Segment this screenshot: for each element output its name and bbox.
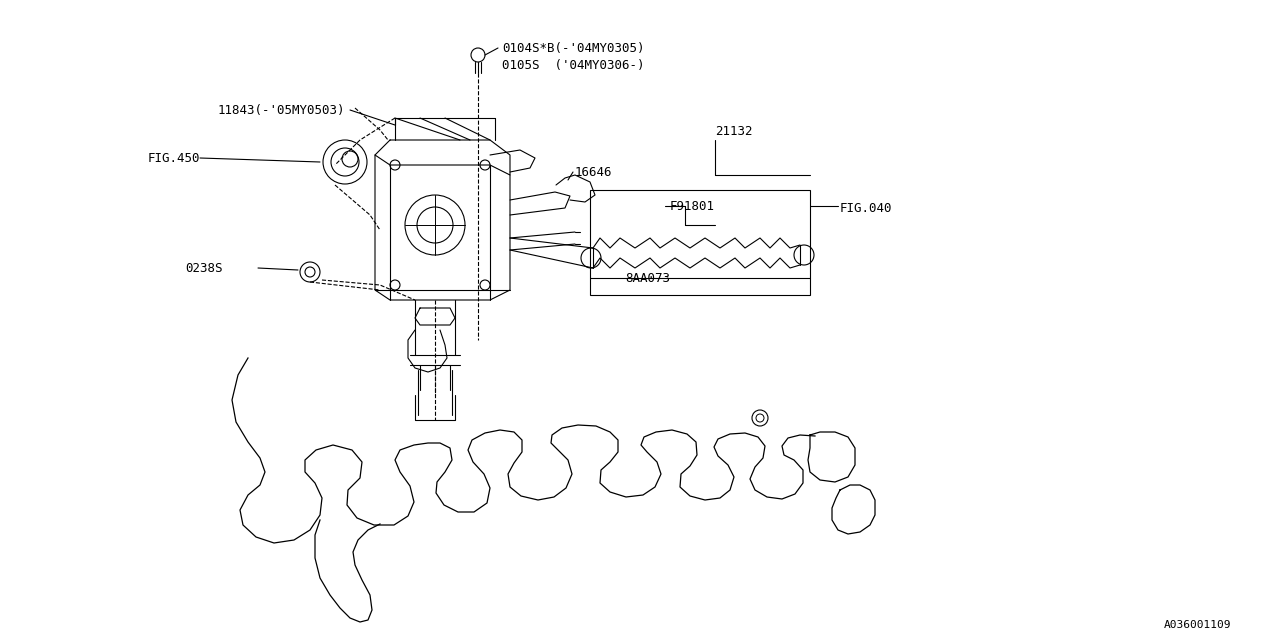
Text: F91801: F91801 bbox=[669, 200, 716, 212]
Text: FIG.450: FIG.450 bbox=[147, 152, 200, 164]
Text: 8AA073: 8AA073 bbox=[625, 271, 669, 285]
Text: 0105S  ('04MY0306-): 0105S ('04MY0306-) bbox=[502, 58, 645, 72]
Text: 0238S: 0238S bbox=[186, 262, 223, 275]
Text: 21132: 21132 bbox=[716, 125, 753, 138]
Text: 0104S*B(-'04MY0305): 0104S*B(-'04MY0305) bbox=[502, 42, 645, 54]
Text: A036001109: A036001109 bbox=[1165, 620, 1231, 630]
Text: 11843(-'05MY0503): 11843(-'05MY0503) bbox=[218, 104, 346, 116]
Text: 16646: 16646 bbox=[575, 166, 613, 179]
Text: FIG.040: FIG.040 bbox=[840, 202, 892, 214]
Bar bbox=[590, 190, 810, 295]
